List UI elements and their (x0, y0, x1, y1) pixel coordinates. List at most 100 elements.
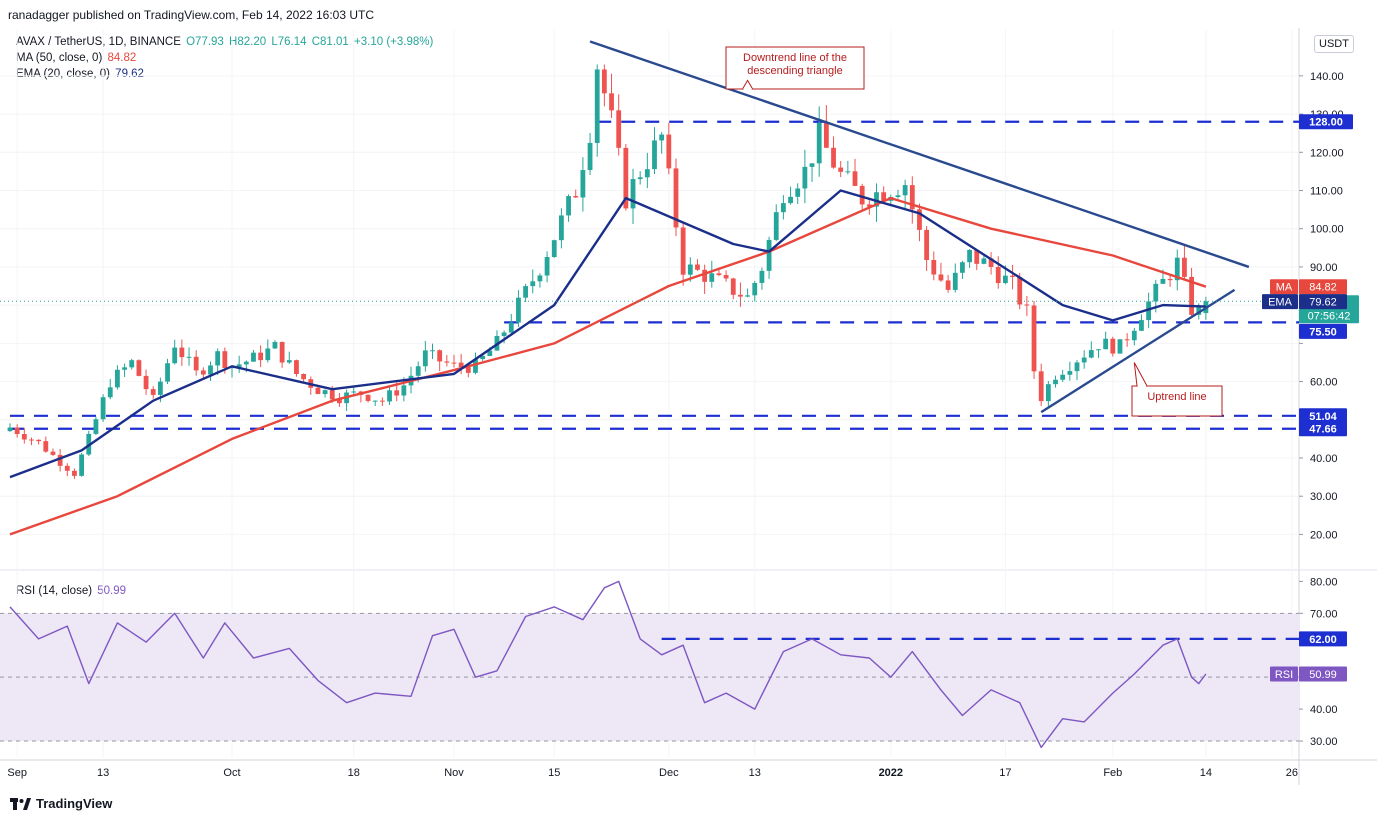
candle-body (802, 166, 808, 189)
candle-body (286, 360, 292, 363)
candle-body (458, 362, 464, 368)
candle-body (673, 168, 679, 228)
rsi-tick-label: 30.00 (1310, 736, 1338, 748)
candle-body (136, 360, 142, 376)
candle-body (1081, 357, 1087, 363)
level-51-badge-box (1299, 408, 1347, 424)
candle-body (859, 185, 865, 205)
candle-body (337, 399, 342, 404)
candle-body (1010, 275, 1015, 277)
candle-body (874, 192, 879, 207)
downtrend-callout-text: Downtrend line of the (743, 52, 847, 64)
time-tick-label: Dec (659, 767, 679, 779)
candle-body (7, 427, 13, 432)
ma-badge-value-box (1299, 279, 1347, 295)
ma-legend[interactable]: MA (50, close, 0) 84.82 (16, 52, 136, 64)
candle-body (279, 341, 285, 363)
time-tick-label: Oct (223, 767, 240, 779)
rsi-legend-label: RSI (14, close) (16, 585, 93, 597)
candle-body (36, 439, 42, 442)
symbol-label[interactable]: AVAX / TetherUS, 1D, BINANCE (16, 36, 181, 48)
candle-body (630, 179, 636, 209)
candle-body (1103, 338, 1109, 350)
ema-badge-label-text: EMA (1268, 297, 1293, 309)
level-75-badge-box (1299, 323, 1347, 339)
candle-body (616, 110, 622, 148)
uptrend-callout: Uptrend line (1131, 362, 1223, 417)
downtrend-callout-pointer (742, 79, 754, 90)
level-128-badge-text: 128.00 (1309, 117, 1343, 129)
candle-body (72, 470, 77, 476)
candle-body (322, 390, 328, 395)
rsi-badge-label-box (1270, 666, 1298, 682)
candle-body (1045, 384, 1051, 402)
candle-body (988, 258, 994, 267)
rsi-legend[interactable]: RSI (14, close) 50.99 (16, 585, 126, 597)
rsi-level-badge-box (1299, 631, 1347, 647)
rsi-legend-value: 50.99 (97, 585, 127, 597)
ma-legend-label: MA (50, close, 0) (16, 52, 103, 64)
candle-body (1017, 276, 1023, 305)
candle-body (709, 273, 715, 282)
candle-body (544, 257, 550, 276)
candle-body (566, 196, 571, 216)
candle-body (637, 177, 643, 180)
candle-body (895, 195, 901, 197)
candle-body (523, 286, 528, 298)
ema-legend-value: 79.62 (115, 68, 144, 80)
candle-body (57, 454, 63, 466)
candle-body (730, 278, 736, 295)
tradingview-logo-text: TradingView (36, 796, 113, 811)
candle-body (938, 274, 944, 281)
candle-body (623, 147, 629, 209)
candle-body (659, 134, 665, 141)
tradingview-logo-icon (10, 797, 31, 810)
time-tick-label: 17 (999, 767, 1011, 779)
time-tick-label: 15 (548, 767, 560, 779)
candle-body (1110, 338, 1116, 354)
candle-body (222, 351, 228, 368)
uptrend-callout-pointer (1133, 362, 1148, 387)
close-value: C81.01 (311, 36, 349, 48)
candle-body (215, 351, 221, 366)
ema-legend[interactable]: EMA (20, close, 0) 79.62 (16, 68, 144, 80)
candle-body (823, 122, 829, 148)
open-value: O77.93 (186, 36, 224, 48)
rsi-tick-label: 80.00 (1310, 576, 1338, 588)
candle-body (372, 400, 378, 402)
candle-body (816, 122, 822, 164)
candle-body (981, 258, 987, 264)
candle-body (551, 240, 557, 258)
candle-body (115, 369, 120, 388)
price-tick-label: 140.00 (1310, 71, 1344, 83)
uptrend-line (1040, 288, 1236, 414)
time-tick-label: 2022 (879, 767, 903, 779)
candle-body (745, 295, 750, 297)
uptrend-callout-text: Uptrend line (1147, 391, 1206, 403)
candle-body (508, 322, 514, 333)
candle-body (809, 163, 815, 167)
candle-body (594, 69, 600, 143)
candle-body (845, 171, 851, 173)
candle-body (666, 134, 672, 169)
ema-badge-value-text: 79.62 (1309, 297, 1337, 309)
ma-badge-label-text: MA (1276, 282, 1293, 294)
price-tick-label: 90.00 (1310, 262, 1338, 274)
candle-body (652, 140, 657, 170)
candle-body (501, 332, 507, 336)
price-tick-label: 40.00 (1310, 453, 1338, 465)
candle-body (157, 381, 163, 395)
candle-body (208, 365, 213, 375)
candle-body (29, 439, 34, 441)
candle-body (150, 389, 156, 395)
candle-body (559, 215, 564, 241)
candle-body (924, 229, 930, 261)
rsi-tick-label: 70.00 (1310, 608, 1338, 620)
tradingview-logo[interactable]: TradingView (10, 796, 112, 811)
candle-body (716, 273, 722, 276)
candle-body (788, 196, 793, 204)
currency-button[interactable]: USDT (1314, 35, 1354, 53)
candle-body (738, 294, 743, 297)
candle-body (1060, 374, 1066, 380)
